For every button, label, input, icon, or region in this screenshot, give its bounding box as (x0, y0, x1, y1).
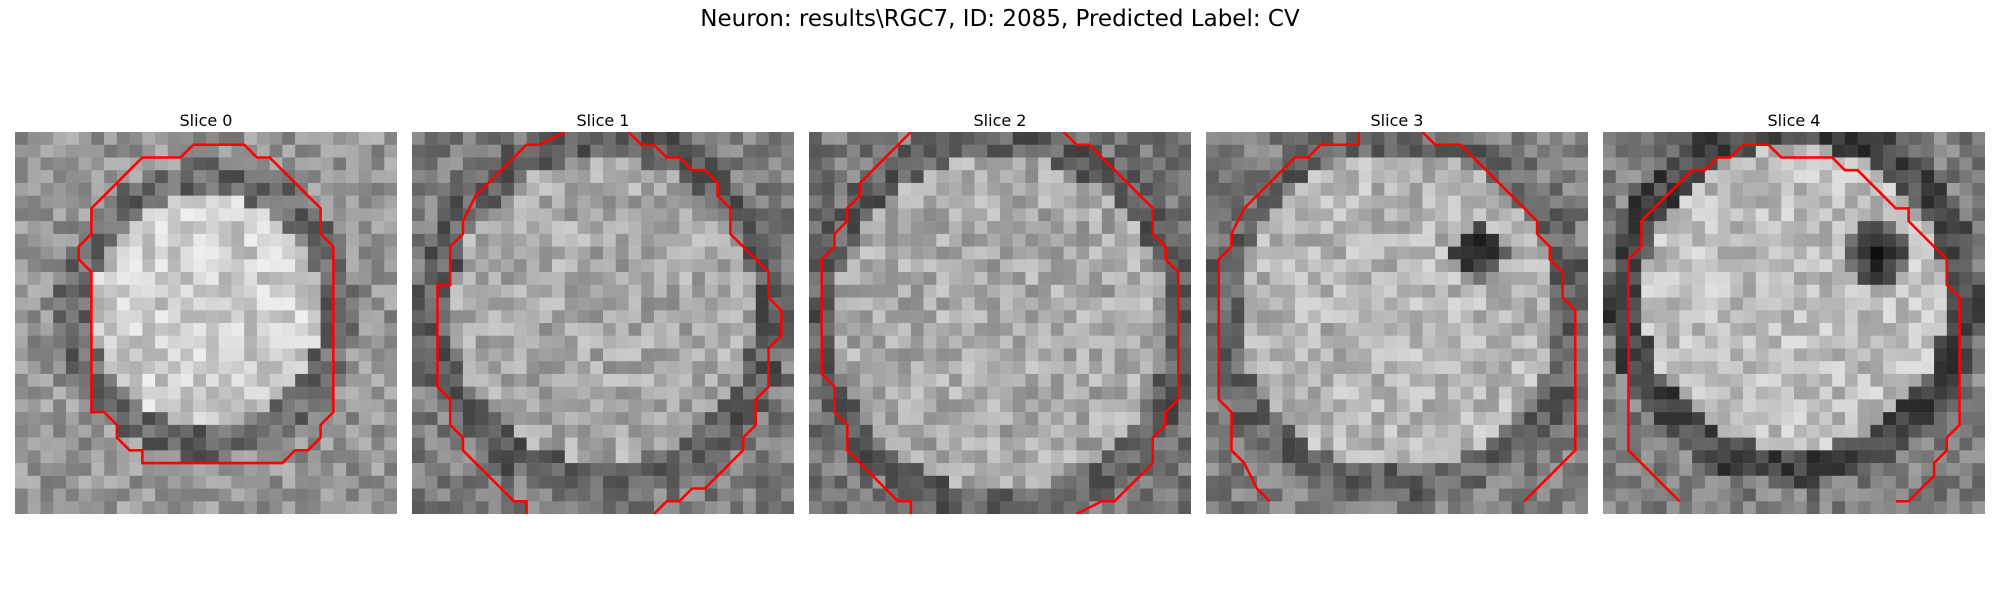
slice-title-0: Slice 0 (179, 111, 233, 130)
cell-contour (77, 143, 335, 465)
slice-panel-1: Slice 1 (412, 110, 794, 514)
cell-contour (820, 132, 913, 514)
cell-contour (1627, 143, 1961, 503)
slice-pixels (809, 132, 1191, 514)
slice-title-1: Slice 1 (576, 111, 630, 130)
slice-image-1 (412, 132, 794, 514)
slice-panel-0: Slice 0 (15, 110, 397, 514)
cell-contour (436, 132, 566, 514)
slice-title-3: Slice 3 (1370, 111, 1424, 130)
slice-panel-2: Slice 2 (809, 110, 1191, 514)
slice-pixels (412, 132, 794, 514)
slice-title-2: Slice 2 (973, 111, 1027, 130)
cell-contour (1421, 132, 1577, 503)
cell-contour (627, 132, 783, 514)
figure-title: Neuron: results\RGC7, ID: 2085, Predicte… (700, 6, 1300, 32)
slice-image-4 (1603, 132, 1985, 514)
slice-panel-4: Slice 4 (1603, 110, 1985, 514)
slice-image-2 (809, 132, 1191, 514)
slice-image-0 (15, 132, 397, 514)
slice-pixels (1603, 132, 1985, 514)
slice-pixels (1206, 132, 1588, 514)
slice-panel-3: Slice 3 (1206, 110, 1588, 514)
slice-image-3 (1206, 132, 1588, 514)
cell-contour (1217, 132, 1361, 503)
slice-pixels (15, 132, 397, 514)
cell-contour (1062, 132, 1180, 514)
slice-title-4: Slice 4 (1767, 111, 1821, 130)
